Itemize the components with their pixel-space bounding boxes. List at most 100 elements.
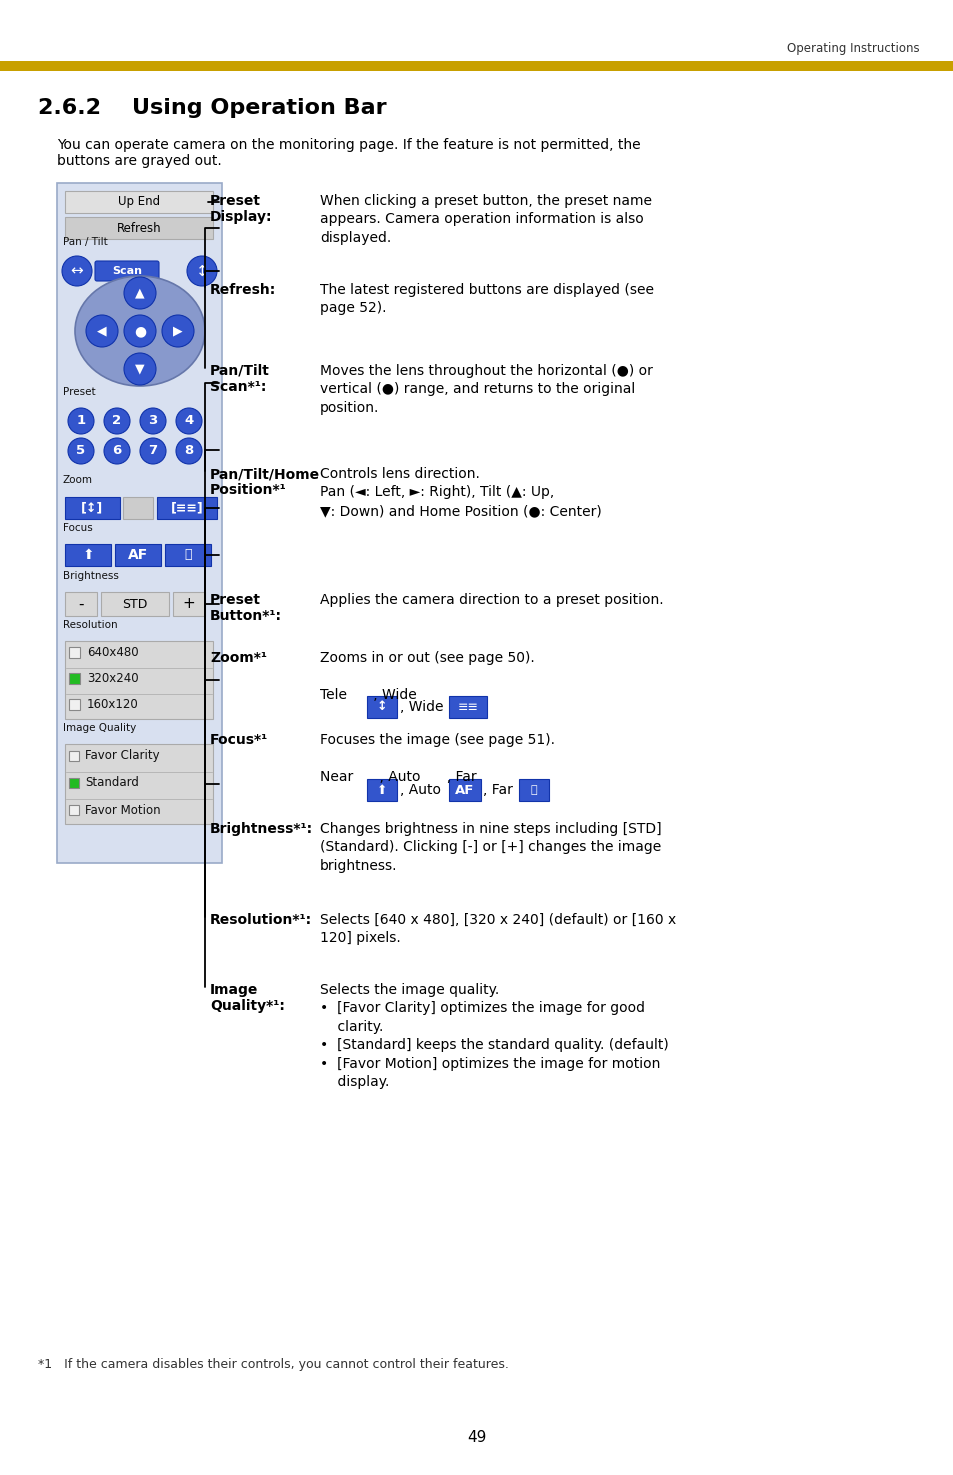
Text: Controls lens direction.
Pan (◄: Left, ►: Right), Tilt (▲: Up,
▼: Down) and Home: Controls lens direction. Pan (◄: Left, ►… — [319, 468, 601, 518]
Text: Focus*¹: Focus*¹ — [210, 733, 268, 746]
Circle shape — [187, 257, 216, 286]
Text: Resolution: Resolution — [63, 620, 117, 630]
Text: ⬆: ⬆ — [376, 783, 387, 796]
FancyBboxPatch shape — [69, 673, 80, 684]
Text: ▶: ▶ — [173, 324, 183, 338]
Text: , Far: , Far — [482, 783, 513, 796]
FancyBboxPatch shape — [367, 696, 396, 718]
Text: 4: 4 — [184, 414, 193, 428]
Text: When clicking a preset button, the preset name
appears. Camera operation informa: When clicking a preset button, the prese… — [319, 195, 651, 245]
Text: AF: AF — [128, 549, 148, 562]
Text: Preset
Display:: Preset Display: — [210, 195, 273, 224]
Text: ⬆: ⬆ — [82, 549, 93, 562]
Text: Applies the camera direction to a preset position.: Applies the camera direction to a preset… — [319, 593, 663, 608]
FancyBboxPatch shape — [69, 805, 79, 816]
FancyBboxPatch shape — [69, 777, 79, 788]
Text: You can operate camera on the monitoring page. If the feature is not permitted, : You can operate camera on the monitoring… — [57, 139, 640, 168]
Text: ⛰: ⛰ — [184, 549, 192, 562]
Text: Selects the image quality.
•  [Favor Clarity] optimizes the image for good
    c: Selects the image quality. • [Favor Clar… — [319, 982, 668, 1089]
Text: Selects [640 x 480], [320 x 240] (default) or [160 x
120] pixels.: Selects [640 x 480], [320 x 240] (defaul… — [319, 913, 676, 945]
Circle shape — [162, 316, 193, 347]
FancyBboxPatch shape — [449, 696, 486, 718]
Text: Favor Clarity: Favor Clarity — [85, 749, 159, 763]
FancyBboxPatch shape — [65, 190, 213, 212]
Circle shape — [68, 438, 94, 465]
FancyBboxPatch shape — [449, 779, 480, 801]
Circle shape — [124, 353, 156, 385]
Text: Standard: Standard — [85, 776, 139, 789]
Text: 3: 3 — [149, 414, 157, 428]
Text: Image
Quality*¹:: Image Quality*¹: — [210, 982, 285, 1013]
FancyBboxPatch shape — [101, 591, 169, 617]
Circle shape — [68, 409, 94, 434]
Circle shape — [104, 409, 130, 434]
FancyBboxPatch shape — [115, 544, 161, 566]
Text: ●: ● — [133, 324, 146, 338]
FancyBboxPatch shape — [172, 591, 205, 617]
Text: 1: 1 — [76, 414, 86, 428]
Text: 49: 49 — [467, 1429, 486, 1445]
Text: Refresh: Refresh — [116, 221, 161, 235]
FancyBboxPatch shape — [69, 751, 79, 761]
FancyBboxPatch shape — [65, 743, 213, 825]
Text: ▲: ▲ — [135, 286, 145, 299]
Text: Favor Motion: Favor Motion — [85, 804, 160, 817]
Text: Pan/Tilt/Home
Position*¹: Pan/Tilt/Home Position*¹ — [210, 468, 320, 497]
FancyBboxPatch shape — [69, 648, 80, 658]
FancyBboxPatch shape — [65, 642, 213, 718]
Circle shape — [175, 438, 202, 465]
FancyBboxPatch shape — [65, 544, 111, 566]
Text: 640x480: 640x480 — [87, 646, 138, 659]
Ellipse shape — [75, 276, 205, 386]
Text: Brightness: Brightness — [63, 571, 119, 581]
FancyBboxPatch shape — [65, 217, 213, 239]
Text: , Wide: , Wide — [399, 701, 443, 714]
Text: AF: AF — [455, 783, 475, 796]
Text: ⛰: ⛰ — [530, 785, 537, 795]
Text: Up End: Up End — [118, 196, 160, 208]
Text: 320x240: 320x240 — [87, 673, 138, 686]
FancyBboxPatch shape — [69, 699, 80, 709]
Text: Focuses the image (see page 51).

Near      , Auto      , Far: Focuses the image (see page 51). Near , … — [319, 733, 555, 783]
Text: *1   If the camera disables their controls, you cannot control their features.: *1 If the camera disables their controls… — [38, 1358, 508, 1370]
Text: 8: 8 — [184, 444, 193, 457]
Circle shape — [124, 316, 156, 347]
Text: ↕: ↕ — [195, 264, 208, 279]
Text: ↕: ↕ — [376, 701, 387, 714]
Bar — [0, 60, 953, 71]
Text: The latest registered buttons are displayed (see
page 52).: The latest registered buttons are displa… — [319, 283, 654, 316]
Text: ≡≡: ≡≡ — [457, 701, 478, 714]
Text: 5: 5 — [76, 444, 86, 457]
Text: 7: 7 — [149, 444, 157, 457]
Text: Focus: Focus — [63, 524, 92, 532]
FancyBboxPatch shape — [157, 497, 216, 519]
Text: Moves the lens throughout the horizontal (●) or
vertical (●) range, and returns : Moves the lens throughout the horizontal… — [319, 364, 652, 414]
Text: Preset: Preset — [63, 386, 95, 397]
Circle shape — [62, 257, 91, 286]
Circle shape — [124, 277, 156, 308]
FancyBboxPatch shape — [367, 779, 396, 801]
Text: Changes brightness in nine steps including [STD]
(Standard). Clicking [-] or [+]: Changes brightness in nine steps includi… — [319, 822, 661, 873]
Circle shape — [140, 438, 166, 465]
Text: [≡≡]: [≡≡] — [171, 502, 203, 515]
Text: ◀: ◀ — [97, 324, 107, 338]
Text: Preset
Button*¹:: Preset Button*¹: — [210, 593, 282, 624]
FancyBboxPatch shape — [57, 183, 222, 863]
Text: 2: 2 — [112, 414, 121, 428]
Text: Brightness*¹:: Brightness*¹: — [210, 822, 313, 836]
Text: Zoom: Zoom — [63, 475, 92, 485]
Text: -: - — [78, 596, 84, 612]
FancyBboxPatch shape — [123, 497, 152, 519]
FancyBboxPatch shape — [65, 591, 97, 617]
FancyBboxPatch shape — [65, 497, 120, 519]
Text: 2.6.2    Using Operation Bar: 2.6.2 Using Operation Bar — [38, 97, 386, 118]
Text: Scan: Scan — [112, 266, 142, 276]
Text: Zoom*¹: Zoom*¹ — [210, 650, 267, 665]
Text: Operating Instructions: Operating Instructions — [786, 41, 919, 55]
Text: , Auto: , Auto — [399, 783, 440, 796]
Text: ▼: ▼ — [135, 363, 145, 376]
Circle shape — [140, 409, 166, 434]
Text: 6: 6 — [112, 444, 121, 457]
Text: [↕]: [↕] — [81, 502, 103, 515]
Text: Resolution*¹:: Resolution*¹: — [210, 913, 312, 926]
